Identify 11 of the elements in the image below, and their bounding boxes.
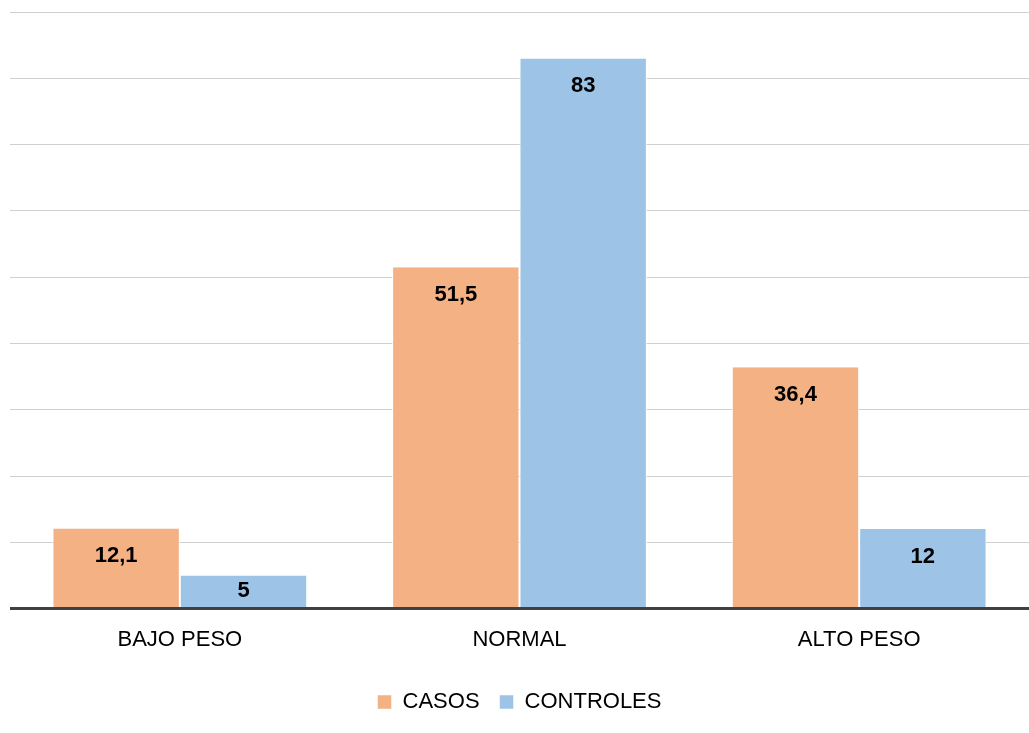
data-label: 12: [910, 543, 936, 569]
x-tick-label: ALTO PESO: [797, 625, 921, 651]
data-label: 36,4: [774, 381, 818, 407]
x-tick-label: BAJO PESO: [117, 625, 243, 651]
data-label: 5: [237, 577, 250, 603]
legend-label: CASOS: [402, 688, 480, 714]
data-label: 12,1: [94, 542, 138, 568]
legend-label: CONTROLES: [524, 688, 662, 714]
data-label: 51,5: [434, 281, 478, 307]
x-tick-label: NORMAL: [472, 625, 567, 651]
data-label: 83: [570, 72, 596, 98]
